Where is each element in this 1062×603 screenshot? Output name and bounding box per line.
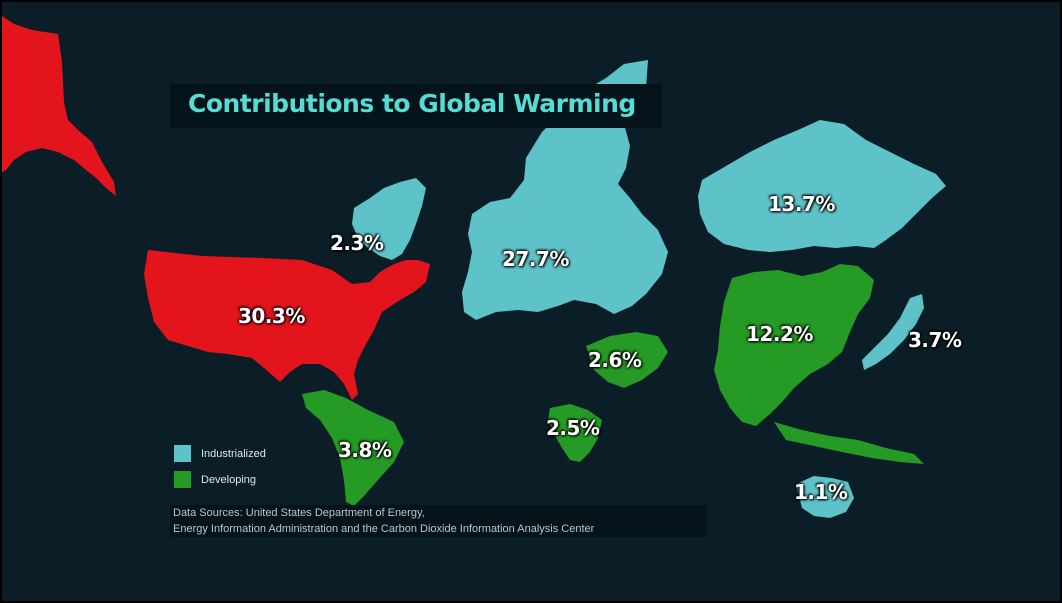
- legend-item-industrialized: Industrialized: [174, 445, 266, 462]
- label-africa: 2.5%: [546, 416, 600, 440]
- label-canada: 2.3%: [330, 231, 384, 255]
- legend-swatch-industrialized: [174, 445, 191, 462]
- source-line-2: Energy Information Administration and th…: [173, 523, 595, 535]
- asia-shape: [714, 264, 874, 426]
- alaska-shape: [2, 16, 116, 196]
- canada-shape: [352, 178, 426, 260]
- southeast-asia-shape: [774, 422, 924, 464]
- label-middle-east: 2.6%: [588, 348, 642, 372]
- source-line-1: Data Sources: United States Department o…: [173, 507, 425, 519]
- label-south-america: 3.8%: [338, 438, 392, 462]
- australia-shape: [796, 476, 854, 518]
- label-usa: 30.3%: [238, 304, 305, 328]
- label-russia: 13.7%: [768, 192, 835, 216]
- south-america-shape: [302, 390, 404, 506]
- legend-swatch-developing: [174, 471, 191, 488]
- label-europe: 27.7%: [502, 247, 569, 271]
- label-japan: 3.7%: [908, 328, 962, 352]
- russia-shape: [698, 120, 946, 252]
- japan-shape: [862, 294, 924, 370]
- label-australia: 1.1%: [794, 480, 848, 504]
- page-title: Contributions to Global Warming: [188, 89, 636, 118]
- title-banner: Contributions to Global Warming: [170, 84, 662, 128]
- legend-label-industrialized: Industrialized: [201, 447, 266, 460]
- middle-east-shape: [586, 332, 668, 388]
- legend-item-developing: Developing: [174, 471, 256, 488]
- usa-shape: [144, 250, 430, 400]
- label-asia: 12.2%: [746, 322, 813, 346]
- legend-label-developing: Developing: [201, 473, 257, 486]
- data-source-note: Data Sources: United States Department o…: [170, 505, 706, 537]
- africa-shape: [548, 404, 602, 462]
